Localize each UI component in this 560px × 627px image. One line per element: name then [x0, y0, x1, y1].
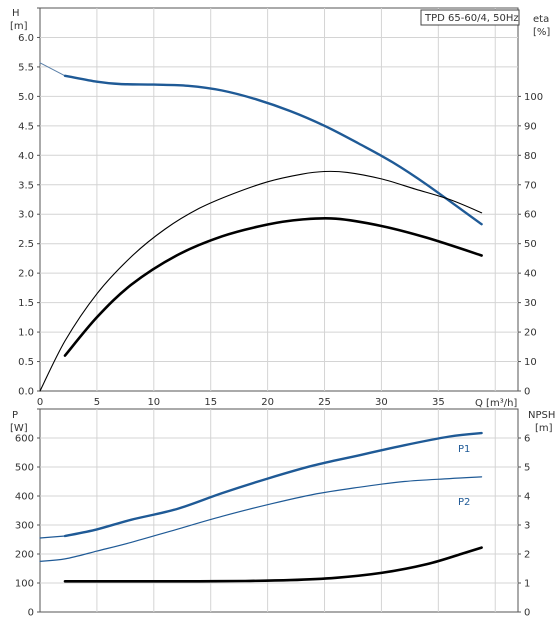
series-line-1-3 [63, 546, 483, 583]
right-tick-label: 20 [524, 328, 537, 339]
axis-labels: H [m] eta [%] Q [m³/h] P [W] NPSH [m] P1… [10, 8, 555, 508]
plot-frame-1 [39, 408, 519, 613]
left-tick-label: 300 [15, 521, 34, 532]
left-tick-label: 4.0 [18, 151, 34, 162]
right-tick-label: 100 [524, 92, 543, 103]
right-tick-label: 80 [524, 151, 537, 162]
top-left-axis-unit: H [12, 8, 20, 19]
x-tick-label: 30 [375, 397, 388, 408]
series-label-p1: P1 [458, 444, 470, 455]
series-line-1-0 [39, 535, 66, 539]
right-tick-label: 4 [524, 492, 530, 503]
left-tick-label: 400 [15, 492, 34, 503]
left-tick-label: 1.0 [18, 328, 34, 339]
left-tick-label: 500 [15, 463, 34, 474]
right-tick-label: 60 [524, 210, 537, 221]
top-left-axis-unit-bracket: [m] [10, 21, 28, 32]
right-tick-label: 1 [524, 579, 530, 590]
x-tick-label: 20 [261, 397, 274, 408]
right-tick-label: 90 [524, 121, 537, 132]
series-lines [39, 62, 483, 583]
chart-title: TPD 65-60/4, 50Hz [424, 13, 519, 24]
right-tick-label: 0 [524, 387, 530, 398]
left-tick-label: 3.0 [18, 210, 34, 221]
left-tick-label: 3.5 [18, 180, 34, 191]
left-tick-label: 1.5 [18, 298, 34, 309]
plot-frames [39, 7, 519, 613]
x-tick-label: 35 [432, 397, 445, 408]
right-tick-label: 2 [524, 550, 530, 561]
series-line-1-2 [39, 476, 483, 562]
x-tick-label: 0 [37, 397, 43, 408]
x-tick-label: 15 [204, 397, 217, 408]
left-tick-label: 2.5 [18, 239, 34, 250]
left-tick-label: 5.0 [18, 92, 34, 103]
left-tick-label: 4.5 [18, 121, 34, 132]
series-label-p2: P2 [458, 497, 470, 508]
left-tick-label: 0.0 [18, 387, 34, 398]
series-line-0-1 [63, 74, 483, 226]
tick-labels: 0 5 10 15 20 25 30 350.00.51.01.52.02.53.03.54.… [15, 33, 543, 619]
x-tick-label: 5 [94, 397, 100, 408]
left-tick-label: 200 [15, 550, 34, 561]
x-tick-label: 10 [147, 397, 160, 408]
title-box: TPD 65-60/4, 50Hz [420, 9, 520, 26]
right-tick-label: 30 [524, 298, 537, 309]
top-right-axis-unit-bracket: [%] [533, 27, 550, 38]
grid-lines [37, 7, 521, 613]
right-tick-label: 70 [524, 180, 537, 191]
left-tick-label: 2.0 [18, 269, 34, 280]
series-line-0-3 [63, 216, 483, 357]
bottom-right-axis-unit-bracket: [m] [535, 423, 553, 434]
plot-frame-0 [39, 7, 519, 392]
left-tick-label: 0 [28, 608, 34, 619]
right-tick-label: 40 [524, 269, 537, 280]
bottom-right-axis-unit: NPSH [528, 410, 555, 421]
top-right-axis-unit: eta [533, 14, 549, 25]
right-tick-label: 6 [524, 434, 530, 445]
x-tick-label: 25 [318, 397, 331, 408]
right-tick-label: 50 [524, 239, 537, 250]
left-tick-label: 0.5 [18, 357, 34, 368]
right-tick-label: 10 [524, 357, 537, 368]
series-line-0-2 [39, 170, 483, 392]
series-line-1-1 [63, 431, 483, 538]
left-tick-label: 600 [15, 434, 34, 445]
bottom-left-axis-unit: P [12, 410, 18, 421]
bottom-left-axis-unit-bracket: [W] [10, 423, 28, 434]
right-tick-label: 3 [524, 521, 530, 532]
left-tick-label: 6.0 [18, 33, 34, 44]
right-tick-label: 0 [524, 608, 530, 619]
left-tick-label: 5.5 [18, 62, 34, 73]
x-axis-label: Q [m³/h] [475, 398, 517, 409]
right-tick-label: 5 [524, 463, 530, 474]
left-tick-label: 100 [15, 579, 34, 590]
series-line-0-0 [39, 62, 66, 77]
